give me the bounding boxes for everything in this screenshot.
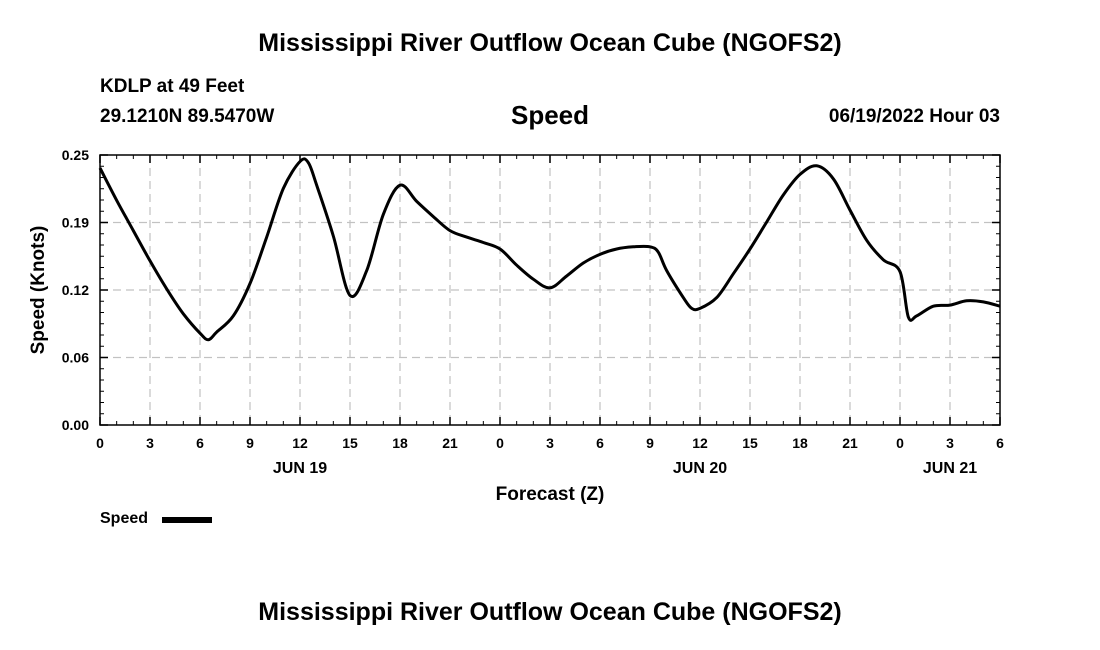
x-axis-title: Forecast (Z) [496,484,605,505]
y-tick-label: 0.06 [62,350,89,366]
legend-swatch [162,517,212,523]
legend-label: Speed [100,510,149,527]
x-tick-label: 18 [792,435,808,451]
footer-title: Mississippi River Outflow Ocean Cube (NG… [258,598,842,626]
x-tick-label: 0 [496,435,504,451]
station-coordinates: 29.1210N 89.5470W [100,106,275,127]
x-tick-label: 15 [742,435,758,451]
x-tick-label: 6 [596,435,604,451]
x-date-label: JUN 20 [673,460,727,477]
y-axis-title: Speed (Knots) [28,226,49,355]
station-label: KDLP at 49 Feet [100,76,245,97]
x-tick-label: 9 [646,435,654,451]
x-tick-label: 12 [692,435,708,451]
forecast-datetime: 06/19/2022 Hour 03 [828,106,1000,127]
x-tick-label: 0 [896,435,904,451]
x-tick-label: 3 [946,435,954,451]
x-tick-label: 3 [546,435,554,451]
x-tick-label: 0 [96,435,104,451]
y-tick-label: 0.25 [62,147,89,163]
x-date-label: JUN 19 [273,460,327,477]
grid-layer [100,155,1000,425]
y-tick-label: 0.19 [62,215,89,231]
x-tick-label: 6 [996,435,1004,451]
y-tick-label: 0.12 [62,282,89,298]
x-date-label: JUN 21 [923,460,977,477]
x-tick-label: 6 [196,435,204,451]
plot-variable-title: Speed [510,100,590,130]
speed-series-line [98,157,1001,342]
x-tick-label: 18 [392,435,408,451]
x-tick-label: 9 [246,435,254,451]
y-tick-label: 0.00 [62,417,89,433]
x-tick-label: 3 [146,435,154,451]
tick-layer [99,154,1001,426]
x-tick-label: 12 [292,435,308,451]
x-tick-label: 15 [342,435,358,451]
x-tick-label: 21 [442,435,458,451]
x-tick-label: 21 [842,435,858,451]
chart-title: Mississippi River Outflow Ocean Cube (NG… [258,29,842,57]
